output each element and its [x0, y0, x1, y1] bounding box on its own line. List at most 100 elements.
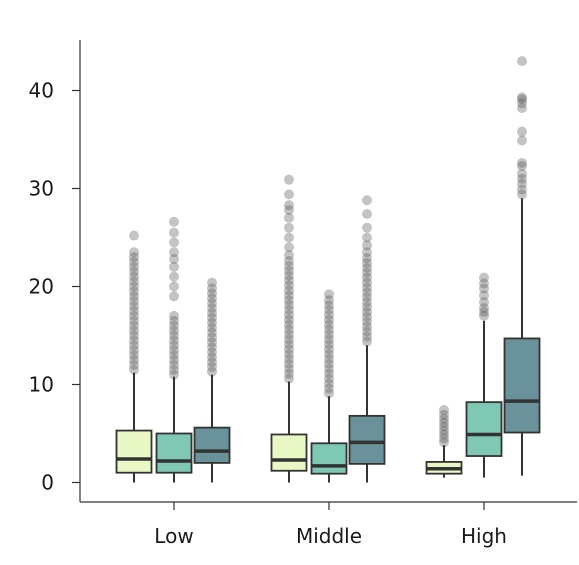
outlier-point [362, 232, 372, 243]
outlier-point [129, 320, 139, 331]
outlier-point [169, 216, 179, 227]
y-tick-label: 0 [41, 471, 54, 495]
outlier-point [362, 257, 372, 268]
outlier-point [479, 290, 489, 301]
outlier-point [517, 98, 527, 109]
outlier-point [169, 330, 179, 341]
outlier-point [362, 336, 372, 347]
outlier-point [479, 272, 489, 283]
outlier-point [169, 271, 179, 282]
outlier-point [284, 200, 294, 211]
outlier-point [207, 303, 217, 314]
outlier-point [324, 305, 334, 316]
y-tick-label: 20 [29, 275, 54, 299]
outlier-point [284, 222, 294, 233]
outlier-point [207, 356, 217, 367]
outlier-point [284, 329, 294, 340]
y-tick-label: 30 [29, 177, 54, 201]
outlier-point [324, 300, 334, 311]
outlier-point [169, 320, 179, 331]
x-tick-label: High [461, 524, 507, 548]
outlier-point [169, 261, 179, 272]
outlier-point [129, 330, 139, 341]
outlier-point [129, 310, 139, 321]
outlier-point [284, 174, 294, 185]
outlier-point [129, 340, 139, 351]
outlier-point [284, 334, 294, 345]
outlier-point [284, 265, 294, 276]
outlier-point [129, 261, 139, 272]
outlier-point [129, 281, 139, 292]
outlier-point [284, 349, 294, 360]
outlier-point [479, 278, 489, 289]
outlier-point [439, 404, 449, 415]
outlier-point [362, 311, 372, 322]
outlier-point [284, 368, 294, 379]
outlier-point [129, 355, 139, 365]
outlier-point [362, 331, 372, 342]
outlier-point [207, 347, 217, 358]
outlier-point [207, 342, 217, 353]
outlier-point [169, 291, 179, 302]
outlier-point [479, 297, 489, 308]
outlier-point [284, 344, 294, 355]
outlier-point [362, 267, 372, 278]
outlier-point [517, 178, 527, 189]
outlier-point [129, 296, 139, 307]
outlier-point [129, 364, 139, 375]
outlier-point [207, 288, 217, 299]
outlier-point [169, 325, 179, 336]
outlier-point [169, 355, 179, 365]
outlier-point [284, 242, 294, 253]
box-high-2 [465, 401, 503, 457]
outlier-point [129, 230, 139, 241]
outlier-point [362, 306, 372, 317]
outlier-point [324, 329, 334, 340]
outlier-point [169, 359, 179, 370]
outlier-point [169, 369, 179, 380]
outlier-point [362, 316, 372, 327]
y-tick-label: 10 [29, 373, 54, 397]
outlier-point [479, 306, 489, 317]
outlier-point [129, 291, 139, 302]
outlier-point [517, 160, 527, 171]
outlier-point [207, 293, 217, 304]
outlier-point [207, 277, 217, 288]
outlier-point [324, 314, 334, 325]
outlier-point [362, 326, 372, 337]
outlier-point [207, 366, 217, 377]
outlier-point [517, 189, 527, 200]
outlier-point [284, 232, 294, 243]
outlier-point [284, 290, 294, 301]
outlier-point [324, 378, 334, 389]
outlier-point [169, 364, 179, 375]
outlier-point [129, 325, 139, 336]
outlier-point [284, 300, 294, 311]
outlier-point [284, 205, 294, 216]
outlier-point [439, 437, 449, 448]
outlier-point [362, 321, 372, 332]
outlier-point [324, 295, 334, 306]
outlier-point [362, 287, 372, 298]
outlier-point [324, 354, 334, 365]
outlier-point [439, 417, 449, 428]
outlier-point [324, 373, 334, 384]
outlier-point [362, 247, 372, 258]
outlier-point [362, 222, 372, 233]
outlier-point [439, 429, 449, 440]
outlier-point [129, 335, 139, 346]
outlier-point [439, 433, 449, 444]
outlier-point [129, 247, 139, 258]
outlier-point [129, 286, 139, 297]
outlier-point [324, 349, 334, 360]
outlier-point [169, 335, 179, 346]
outlier-point [284, 358, 294, 369]
outlier-point [284, 373, 294, 384]
outlier-point [129, 266, 139, 277]
outlier-point [284, 314, 294, 325]
y-tick-label: 40 [29, 79, 54, 103]
outlier-point [207, 361, 217, 372]
outlier-point [169, 315, 179, 326]
outlier-point [324, 324, 334, 335]
outlier-point [207, 332, 217, 343]
